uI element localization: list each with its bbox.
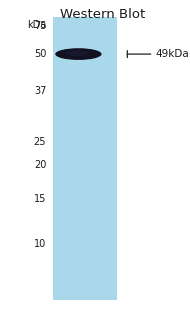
Text: 25: 25 <box>34 137 46 147</box>
Text: 49kDa: 49kDa <box>155 49 189 59</box>
Ellipse shape <box>65 50 88 56</box>
Bar <box>53 17 117 300</box>
Text: 10: 10 <box>34 239 46 249</box>
Text: 20: 20 <box>34 160 46 170</box>
Text: 75: 75 <box>34 21 46 31</box>
Text: 50: 50 <box>34 49 46 59</box>
Text: Western Blot: Western Blot <box>60 8 145 21</box>
Text: 15: 15 <box>34 194 46 204</box>
Text: 37: 37 <box>34 86 46 96</box>
Ellipse shape <box>55 48 102 60</box>
Text: kDa: kDa <box>27 20 46 30</box>
